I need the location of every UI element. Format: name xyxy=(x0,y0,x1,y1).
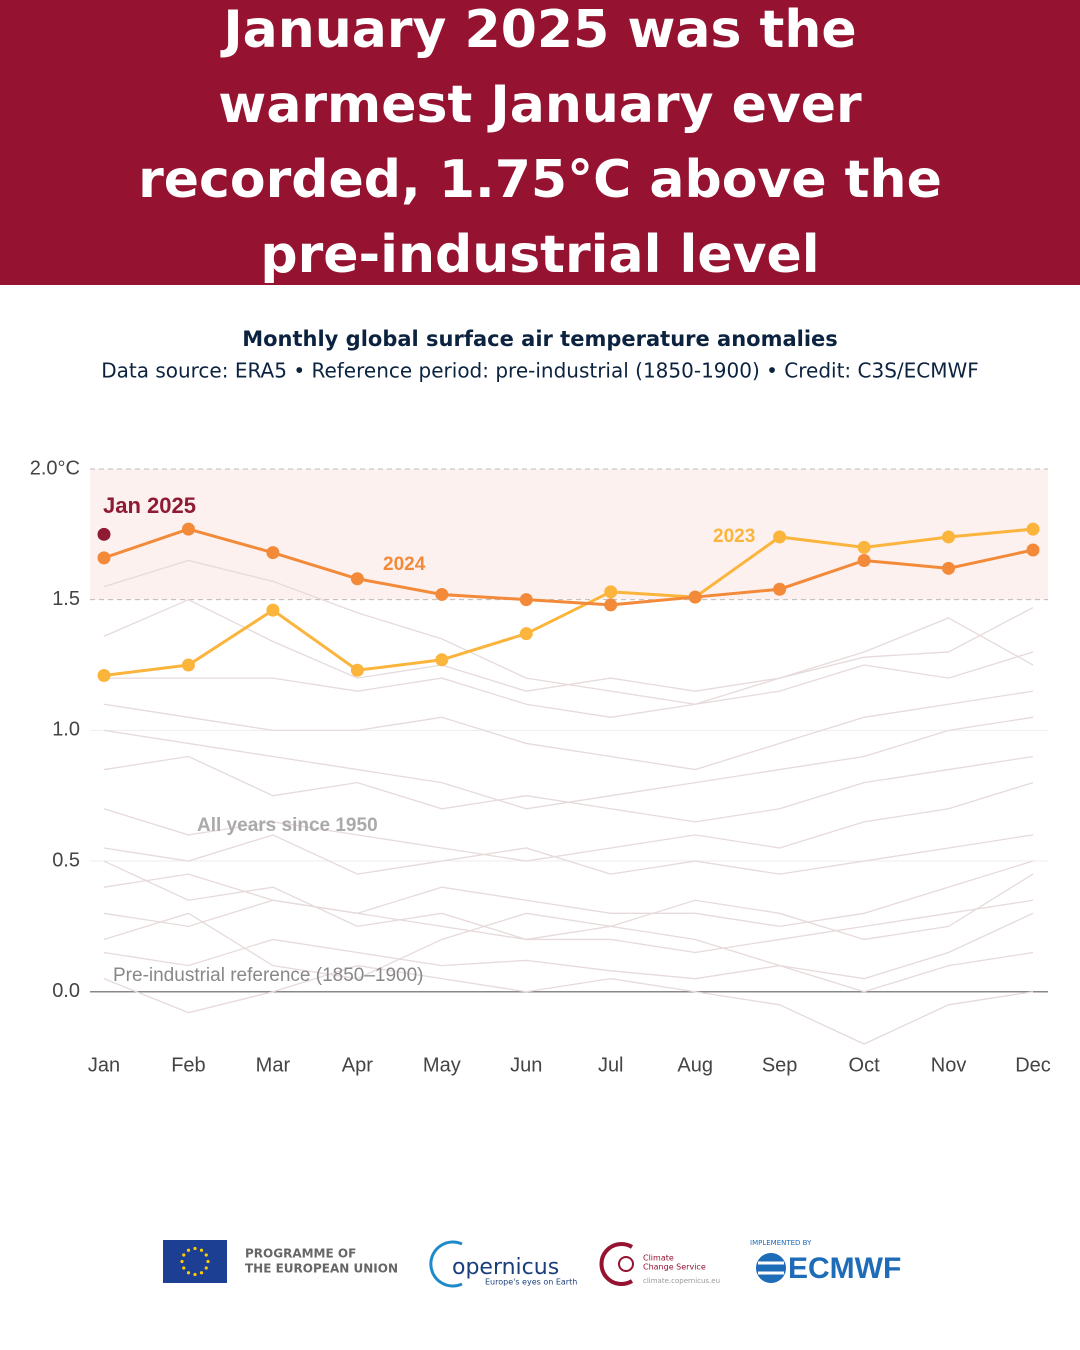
x-tick-label: Oct xyxy=(849,1054,881,1076)
series-point xyxy=(519,593,533,607)
x-tick-label: Jan xyxy=(88,1054,120,1076)
series-point xyxy=(266,546,280,560)
x-tick-label: Mar xyxy=(256,1054,291,1076)
c3s-logo xyxy=(599,1242,634,1286)
chart-subtitle: Data source: ERA5 • Reference period: pr… xyxy=(101,359,979,383)
c3s-url: climate.copernicus.eu xyxy=(643,1277,720,1285)
y-tick-label: 1.5 xyxy=(52,588,80,610)
x-tick-label: Sep xyxy=(762,1054,798,1076)
series-point xyxy=(857,553,871,567)
series-point xyxy=(942,561,956,575)
c3s-text: Climate xyxy=(643,1254,674,1263)
series-point xyxy=(97,527,111,541)
spacer xyxy=(0,0,1,1)
background-year-line xyxy=(103,716,1034,810)
eu-star xyxy=(206,1259,210,1264)
series-label: 2023 xyxy=(713,526,755,547)
background-year-line xyxy=(103,755,1034,823)
copernicus-name: opernicus xyxy=(452,1255,559,1280)
y-tick-label: 1.0 xyxy=(52,719,80,741)
eu-flag xyxy=(163,1240,227,1283)
c3s-logo xyxy=(618,1256,634,1272)
copernicus-c xyxy=(429,1240,463,1288)
eu-star xyxy=(199,1248,204,1252)
series-point xyxy=(266,603,280,617)
series-point xyxy=(688,590,702,604)
background-year-line xyxy=(103,860,1034,928)
background-year-line xyxy=(103,559,1034,705)
x-tick-label: May xyxy=(423,1054,461,1076)
chart-title: Monthly global surface air temperature a… xyxy=(242,327,838,351)
background-year-line xyxy=(103,964,1034,1045)
c3s-text: Change Service xyxy=(643,1263,706,1272)
series-point xyxy=(97,551,111,565)
ecmwf-icon xyxy=(756,1253,786,1283)
eu-star xyxy=(180,1259,184,1264)
headline: January 2025 was the warmest January eve… xyxy=(138,0,942,285)
series-point xyxy=(604,598,618,612)
series-point xyxy=(1026,522,1040,536)
series-point xyxy=(435,587,449,601)
background-year-line xyxy=(103,690,1034,771)
eu-star xyxy=(204,1266,208,1270)
series-point xyxy=(942,530,956,544)
eu-star xyxy=(193,1246,197,1251)
annotation: All years since 1950 xyxy=(197,815,378,836)
plot-area: 0.0 0.5 1.0 1.5 2.0°C Jan Feb Mar Apr May Jun Jul Au… xyxy=(30,457,1051,1076)
implemented-by: IMPLEMENTED BY xyxy=(750,1239,812,1247)
background-year-line xyxy=(103,938,1034,993)
eu-text: PROGRAMME OF xyxy=(245,1247,356,1261)
series-label: 2024 xyxy=(383,554,426,575)
y-tick-label: 2.0°C xyxy=(30,457,80,479)
eu-text: THE EUROPEAN UNION xyxy=(245,1262,398,1276)
x-tick-label: Apr xyxy=(342,1054,373,1076)
background-year-line xyxy=(103,834,1034,875)
eu-star xyxy=(199,1271,204,1275)
annotation: Pre-industrial reference (1850–1900) xyxy=(113,965,424,986)
x-tick-label: Nov xyxy=(931,1054,967,1076)
series-point xyxy=(519,627,533,641)
x-tick-label: Aug xyxy=(677,1054,713,1076)
series-line xyxy=(103,527,1034,677)
background-year-line xyxy=(103,899,1034,954)
eu-star xyxy=(204,1253,208,1257)
background-year-line xyxy=(104,651,1034,718)
series-point xyxy=(773,582,787,596)
x-tick-label: Feb xyxy=(171,1054,205,1076)
series-point xyxy=(1026,543,1040,557)
series-label: Jan 2025 xyxy=(103,493,196,518)
footer: PROGRAMME OF THE EUROPEAN UNION opernicu… xyxy=(163,1239,901,1288)
series-point xyxy=(773,530,787,544)
series-point xyxy=(350,663,364,677)
background-year-line xyxy=(103,912,1034,980)
eu-star xyxy=(193,1272,197,1277)
ecmwf-name: ECMWF xyxy=(788,1252,901,1285)
series-point xyxy=(350,572,364,586)
background-year-line xyxy=(103,860,1034,941)
x-tick-label: Jul xyxy=(598,1054,624,1076)
series-point xyxy=(604,585,618,599)
header: January 2025 was the warmest January eve… xyxy=(0,0,1080,285)
series-point xyxy=(857,540,871,554)
x-tick-label: Dec xyxy=(1015,1054,1051,1076)
ecmwf-icon xyxy=(758,1261,784,1275)
eu-star xyxy=(182,1266,186,1270)
series-point xyxy=(181,658,195,672)
eu-star xyxy=(186,1271,191,1275)
highlight-band xyxy=(90,469,1048,600)
series-point xyxy=(97,668,111,682)
y-tick-label: 0.5 xyxy=(52,849,80,871)
y-tick-label: 0.0 xyxy=(52,980,80,1002)
series-point xyxy=(435,653,449,667)
series-point xyxy=(181,522,195,536)
background-year-line xyxy=(103,782,1034,862)
x-tick-label: Jun xyxy=(510,1054,542,1076)
eu-star xyxy=(182,1253,186,1257)
series-line xyxy=(103,527,1034,607)
eu-star xyxy=(186,1248,191,1252)
eu-stars xyxy=(180,1246,210,1277)
copernicus-tagline: Europe's eyes on Earth xyxy=(485,1278,577,1287)
